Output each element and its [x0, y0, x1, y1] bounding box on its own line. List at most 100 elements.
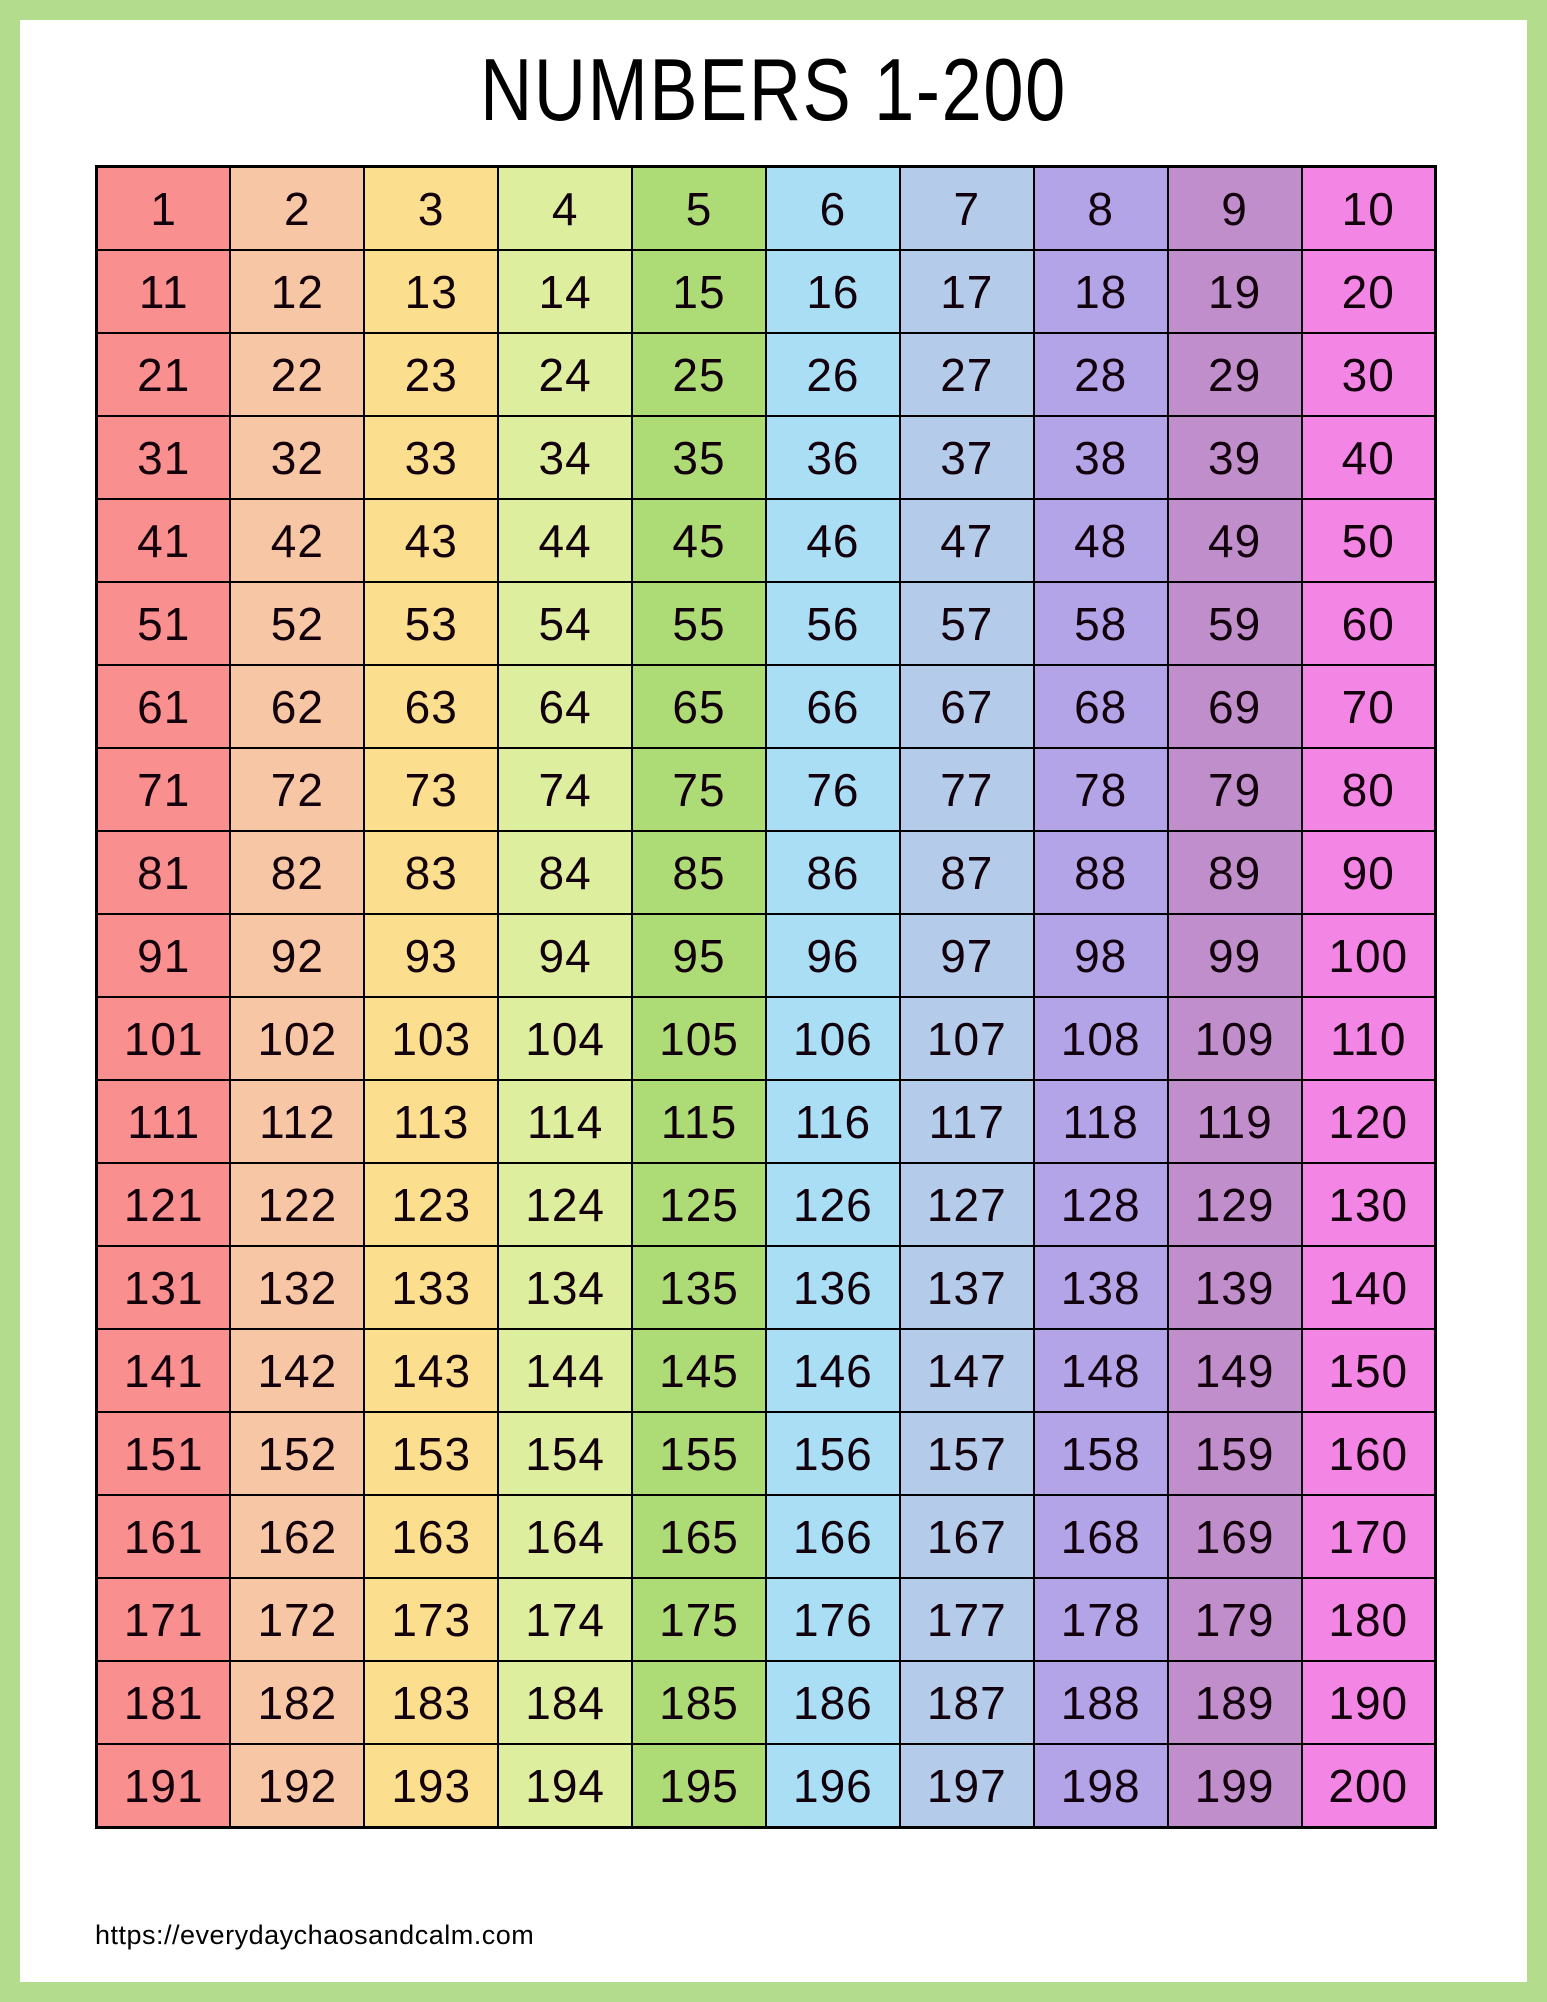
number-cell[interactable]: 50: [1300, 498, 1437, 583]
number-cell[interactable]: 173: [363, 1577, 500, 1662]
number-cell[interactable]: 196: [764, 1743, 901, 1829]
number-cell[interactable]: 128: [1032, 1162, 1169, 1247]
number-cell[interactable]: 118: [1032, 1079, 1169, 1164]
number-cell[interactable]: 113: [363, 1079, 500, 1164]
number-cell[interactable]: 102: [229, 996, 366, 1081]
number-cell[interactable]: 137: [898, 1245, 1035, 1330]
number-cell[interactable]: 149: [1166, 1328, 1303, 1413]
number-cell[interactable]: 65: [631, 664, 767, 749]
number-cell[interactable]: 106: [764, 996, 901, 1081]
number-cell[interactable]: 21: [95, 332, 232, 417]
number-cell[interactable]: 88: [1032, 830, 1169, 915]
number-cell[interactable]: 125: [631, 1162, 767, 1247]
number-cell[interactable]: 78: [1032, 747, 1169, 832]
number-cell[interactable]: 111: [95, 1079, 232, 1164]
number-cell[interactable]: 175: [631, 1577, 767, 1662]
number-cell[interactable]: 82: [229, 830, 366, 915]
number-cell[interactable]: 156: [764, 1411, 901, 1496]
number-cell[interactable]: 165: [631, 1494, 767, 1579]
number-cell[interactable]: 11: [95, 249, 232, 334]
number-cell[interactable]: 27: [898, 332, 1035, 417]
number-cell[interactable]: 139: [1166, 1245, 1303, 1330]
number-cell[interactable]: 79: [1166, 747, 1303, 832]
number-cell[interactable]: 70: [1300, 664, 1437, 749]
number-cell[interactable]: 39: [1166, 415, 1303, 500]
number-cell[interactable]: 29: [1166, 332, 1303, 417]
number-cell[interactable]: 163: [363, 1494, 500, 1579]
number-cell[interactable]: 170: [1300, 1494, 1437, 1579]
number-cell[interactable]: 151: [95, 1411, 232, 1496]
number-cell[interactable]: 100: [1300, 913, 1437, 998]
number-cell[interactable]: 6: [764, 165, 901, 251]
number-cell[interactable]: 25: [631, 332, 767, 417]
number-cell[interactable]: 64: [497, 664, 634, 749]
number-cell[interactable]: 129: [1166, 1162, 1303, 1247]
number-cell[interactable]: 155: [631, 1411, 767, 1496]
number-cell[interactable]: 122: [229, 1162, 366, 1247]
number-cell[interactable]: 187: [898, 1660, 1035, 1745]
number-cell[interactable]: 179: [1166, 1577, 1303, 1662]
number-cell[interactable]: 126: [764, 1162, 901, 1247]
number-cell[interactable]: 63: [363, 664, 500, 749]
number-cell[interactable]: 146: [764, 1328, 901, 1413]
number-cell[interactable]: 127: [898, 1162, 1035, 1247]
number-cell[interactable]: 123: [363, 1162, 500, 1247]
number-cell[interactable]: 131: [95, 1245, 232, 1330]
number-cell[interactable]: 92: [229, 913, 366, 998]
number-cell[interactable]: 91: [95, 913, 232, 998]
number-cell[interactable]: 74: [497, 747, 634, 832]
number-cell[interactable]: 22: [229, 332, 366, 417]
number-cell[interactable]: 15: [631, 249, 767, 334]
number-cell[interactable]: 200: [1300, 1743, 1437, 1829]
number-cell[interactable]: 138: [1032, 1245, 1169, 1330]
number-cell[interactable]: 46: [764, 498, 901, 583]
number-cell[interactable]: 3: [363, 165, 500, 251]
number-cell[interactable]: 116: [764, 1079, 901, 1164]
number-cell[interactable]: 136: [764, 1245, 901, 1330]
number-cell[interactable]: 143: [363, 1328, 500, 1413]
number-cell[interactable]: 96: [764, 913, 901, 998]
number-cell[interactable]: 103: [363, 996, 500, 1081]
number-cell[interactable]: 158: [1032, 1411, 1169, 1496]
number-cell[interactable]: 44: [497, 498, 634, 583]
number-cell[interactable]: 172: [229, 1577, 366, 1662]
number-cell[interactable]: 36: [764, 415, 901, 500]
number-cell[interactable]: 35: [631, 415, 767, 500]
number-cell[interactable]: 26: [764, 332, 901, 417]
number-cell[interactable]: 124: [497, 1162, 634, 1247]
number-cell[interactable]: 191: [95, 1743, 232, 1829]
number-cell[interactable]: 67: [898, 664, 1035, 749]
number-cell[interactable]: 19: [1166, 249, 1303, 334]
number-cell[interactable]: 188: [1032, 1660, 1169, 1745]
number-cell[interactable]: 99: [1166, 913, 1303, 998]
number-cell[interactable]: 193: [363, 1743, 500, 1829]
number-cell[interactable]: 57: [898, 581, 1035, 666]
number-cell[interactable]: 23: [363, 332, 500, 417]
number-cell[interactable]: 198: [1032, 1743, 1169, 1829]
number-cell[interactable]: 174: [497, 1577, 634, 1662]
number-cell[interactable]: 1: [95, 165, 232, 251]
number-cell[interactable]: 83: [363, 830, 500, 915]
number-cell[interactable]: 177: [898, 1577, 1035, 1662]
number-cell[interactable]: 186: [764, 1660, 901, 1745]
number-cell[interactable]: 108: [1032, 996, 1169, 1081]
number-cell[interactable]: 66: [764, 664, 901, 749]
number-cell[interactable]: 34: [497, 415, 634, 500]
number-cell[interactable]: 195: [631, 1743, 767, 1829]
number-cell[interactable]: 52: [229, 581, 366, 666]
number-cell[interactable]: 28: [1032, 332, 1169, 417]
number-cell[interactable]: 71: [95, 747, 232, 832]
number-cell[interactable]: 157: [898, 1411, 1035, 1496]
number-cell[interactable]: 38: [1032, 415, 1169, 500]
number-cell[interactable]: 120: [1300, 1079, 1437, 1164]
number-cell[interactable]: 89: [1166, 830, 1303, 915]
number-cell[interactable]: 98: [1032, 913, 1169, 998]
number-cell[interactable]: 10: [1300, 165, 1437, 251]
number-cell[interactable]: 31: [95, 415, 232, 500]
number-cell[interactable]: 18: [1032, 249, 1169, 334]
number-cell[interactable]: 49: [1166, 498, 1303, 583]
number-cell[interactable]: 105: [631, 996, 767, 1081]
number-cell[interactable]: 16: [764, 249, 901, 334]
number-cell[interactable]: 148: [1032, 1328, 1169, 1413]
number-cell[interactable]: 162: [229, 1494, 366, 1579]
